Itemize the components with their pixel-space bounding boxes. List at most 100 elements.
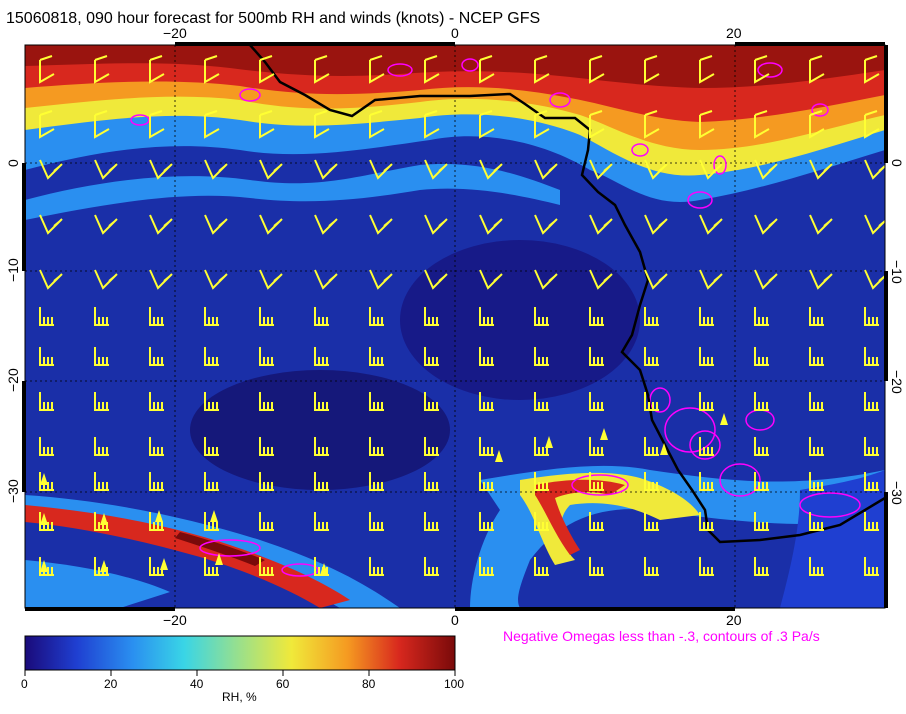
wind-barb [589, 214, 613, 235]
wind-barb [534, 512, 549, 531]
wind-barb [149, 512, 164, 531]
wind-barb [259, 159, 283, 180]
wind-barb [39, 437, 54, 456]
wind-barb [149, 307, 164, 326]
x-ticks-top: −20 0 20 [163, 25, 742, 41]
y-tick-left: −20 [5, 368, 21, 392]
wind-barb [39, 214, 63, 235]
wind-barb [754, 55, 770, 84]
wind-barb [369, 55, 385, 84]
wind-barb [149, 159, 173, 180]
wind-barb [314, 269, 338, 290]
wind-barb [644, 214, 668, 235]
wind-barb [589, 159, 613, 180]
y-tick-right: −20 [889, 370, 905, 394]
wind-barb [204, 307, 219, 326]
wind-barb [534, 159, 558, 180]
wind-barb [534, 472, 549, 491]
y-tick-right: −30 [889, 481, 905, 505]
wind-barb [314, 557, 329, 576]
wind-barb [149, 214, 173, 235]
wind-pennant [100, 513, 108, 525]
wind-barb [754, 307, 769, 326]
wind-barb [699, 214, 723, 235]
wind-barb [589, 110, 605, 139]
wind-pennant [215, 553, 223, 565]
wind-barb [479, 110, 495, 139]
colorbar-tick: 0 [21, 677, 28, 691]
wind-barb [809, 347, 824, 366]
omega-contours [130, 58, 861, 577]
wind-barb [369, 557, 384, 576]
wind-barb [94, 159, 118, 180]
wind-barb [369, 392, 384, 411]
colorbar-tick: 40 [190, 677, 204, 691]
wind-barb [314, 437, 329, 456]
wind-barb [314, 512, 329, 531]
x-tick-top: −20 [163, 25, 187, 41]
wind-pennant [320, 563, 328, 575]
wind-barb [644, 269, 668, 290]
wind-barb [644, 437, 659, 456]
wind-barb [259, 392, 274, 411]
wind-barb [644, 347, 659, 366]
wind-barb [644, 472, 659, 491]
wind-barb [424, 472, 439, 491]
wind-barb [369, 269, 393, 290]
wind-barb [589, 269, 613, 290]
wind-barb [534, 214, 558, 235]
wind-barb [644, 392, 659, 411]
wind-barb [589, 307, 604, 326]
wind-barb [94, 269, 118, 290]
wind-barb [699, 159, 723, 180]
wind-barb [589, 55, 605, 84]
y-tick-right: −10 [889, 260, 905, 284]
colorbar-tick: 80 [362, 677, 376, 691]
wind-barb [259, 269, 283, 290]
wind-barb [369, 347, 384, 366]
x-ticks-bottom: −20 0 20 [163, 612, 742, 628]
wind-barb [369, 437, 384, 456]
wind-barb [754, 269, 778, 290]
wind-barb [94, 392, 109, 411]
wind-barb [864, 472, 879, 491]
wind-barb [754, 214, 778, 235]
wind-barb [424, 392, 439, 411]
wind-barb [534, 347, 549, 366]
y-tick-right: 0 [889, 159, 905, 167]
wind-barb [754, 159, 778, 180]
wind-barb [699, 472, 714, 491]
wind-barb [424, 437, 439, 456]
wind-barb [589, 437, 604, 456]
wind-barb [39, 307, 54, 326]
wind-barb [149, 392, 164, 411]
wind-barb [314, 55, 330, 84]
wind-barb [864, 214, 885, 235]
y-ticks-right: 0 −10 −20 −30 [889, 159, 905, 505]
wind-barb [369, 214, 393, 235]
wind-barb [314, 110, 330, 139]
wind-barb [589, 392, 604, 411]
wind-barb [699, 307, 714, 326]
wind-barb [534, 55, 550, 84]
wind-barb [699, 55, 715, 84]
wind-barb [534, 269, 558, 290]
wind-barb [39, 347, 54, 366]
wind-barb [479, 307, 494, 326]
wind-barb [534, 557, 549, 576]
colorbar-tick: 20 [104, 677, 118, 691]
wind-pennant [600, 428, 608, 440]
graticule [25, 45, 885, 608]
wind-barb [809, 110, 825, 139]
wind-barb [314, 307, 329, 326]
y-tick-left: −30 [5, 479, 21, 503]
wind-barb [39, 55, 55, 84]
wind-barb [809, 557, 824, 576]
wind-barb [39, 512, 54, 531]
wind-barb [39, 392, 54, 411]
wind-barb [204, 214, 228, 235]
y-ticks-left: 0 −10 −20 −30 [5, 159, 21, 503]
wind-pennant [495, 450, 503, 462]
wind-barb [94, 472, 109, 491]
wind-barb [424, 347, 439, 366]
